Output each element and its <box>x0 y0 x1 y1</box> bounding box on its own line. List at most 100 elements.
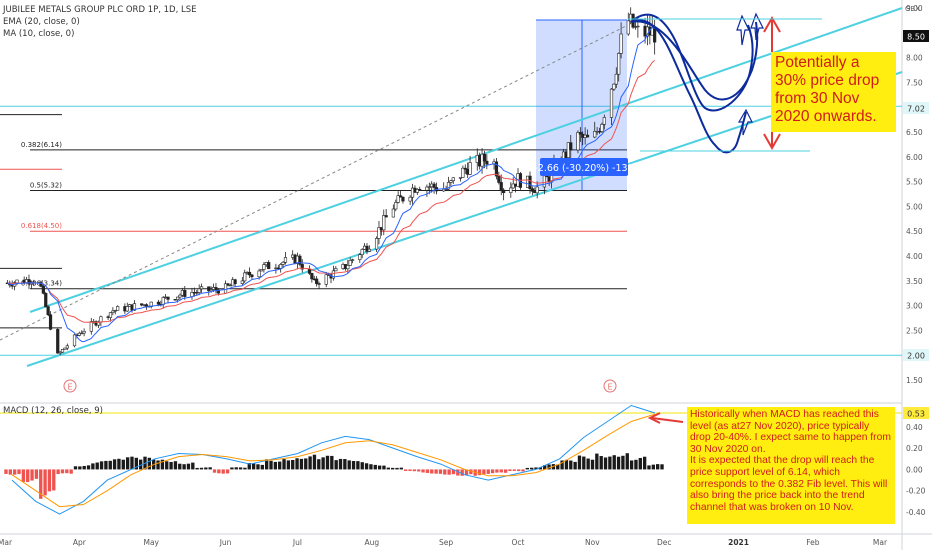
macd-hist-bar <box>60 469 65 474</box>
candle-up <box>614 73 618 85</box>
candle-up <box>449 180 453 183</box>
ma-line <box>7 26 655 343</box>
macd-hist-bar <box>273 461 278 470</box>
macd-analysis-note[interactable]: Historically when MACD has reached this … <box>687 407 895 524</box>
macd-hist-bar <box>499 469 503 473</box>
macd-hist-bar <box>147 457 152 470</box>
candle-down <box>482 153 487 162</box>
macd-hist-bar <box>621 455 625 470</box>
price-tick-label: 4.00 <box>906 252 923 261</box>
macd-hist-bar <box>108 460 112 470</box>
macd-hist-bar <box>582 456 586 470</box>
candle-up <box>125 306 129 312</box>
macd-hist-bar <box>347 460 351 470</box>
macd-hist-bar <box>195 467 199 470</box>
macd-hist-bar <box>534 467 538 470</box>
macd-hist-bar <box>656 464 660 470</box>
candle-up <box>396 195 400 203</box>
macd-hist-bar <box>278 461 282 470</box>
candle-up <box>176 296 180 300</box>
candle-up <box>331 270 336 279</box>
ema-legend[interactable]: EMA (20, close, 0) <box>3 17 80 27</box>
candle-down <box>310 273 314 280</box>
macd-hist-bar <box>356 461 360 470</box>
macd-hist-bar <box>82 465 86 470</box>
projection-path-a[interactable] <box>630 13 754 112</box>
macd-hist-bar <box>117 458 121 470</box>
macd-hist-bar <box>564 459 569 470</box>
symbol-title[interactable]: JUBILEE METALS GROUP PLC ORD 1P, 1D, LSE <box>2 5 197 15</box>
candle-down <box>214 287 218 291</box>
ma-legend[interactable]: MA (10, close, 0) <box>3 29 74 39</box>
macd-hist-bar <box>586 458 590 470</box>
macd-hist-bar <box>112 459 117 470</box>
earnings-marker[interactable] <box>63 379 77 393</box>
earnings-marker[interactable] <box>603 379 617 393</box>
candle-up <box>446 182 451 190</box>
macd-hist-bar <box>512 469 516 471</box>
macd-hist-bar <box>312 454 317 470</box>
price-drop-note[interactable]: Potentially a 30% price drop from 30 Nov… <box>771 52 896 132</box>
macd-hist-bar <box>573 461 577 470</box>
currency-label: GBX <box>905 5 920 13</box>
macd-axis[interactable]: 0.40 0.20 0.00 -0.20 -0.40 <box>906 423 926 517</box>
level-2-tag <box>903 349 929 361</box>
candle-down <box>27 279 31 285</box>
macd-hist-bar <box>642 456 647 470</box>
price-tick-label: 6.00 <box>906 153 923 162</box>
macd-hist-bar <box>291 460 295 470</box>
candle-up <box>161 297 165 305</box>
macd-hist-bar <box>451 469 456 475</box>
candle-up <box>458 177 463 179</box>
macd-hist-bar <box>264 459 269 470</box>
macd-hist-bar <box>490 469 495 474</box>
candle-up <box>58 351 62 354</box>
candle-up <box>111 310 115 313</box>
candle-up <box>425 186 429 191</box>
macd-hist-bar <box>503 469 508 473</box>
candle-down <box>398 195 403 198</box>
candle-up <box>281 261 285 265</box>
candle-up <box>259 269 264 272</box>
candle-up <box>415 189 419 193</box>
candle-down <box>48 314 53 330</box>
candle-down <box>418 189 422 191</box>
projection-path-b[interactable] <box>630 19 747 154</box>
candle-up <box>391 208 395 218</box>
price-axis[interactable]: 9.008.007.507.006.506.005.505.004.504.00… <box>906 4 923 385</box>
projection-path-c[interactable] <box>630 20 759 101</box>
candle-down <box>300 264 304 270</box>
channel-upper-line[interactable] <box>29 7 903 313</box>
candle-down <box>569 142 573 151</box>
candle-up <box>377 227 381 239</box>
candle-up <box>461 167 465 178</box>
candle-up <box>80 332 84 335</box>
time-tick-label: Feb <box>806 538 820 547</box>
candle-up <box>65 345 69 349</box>
trend-dashed-line <box>0 21 635 341</box>
macd-hist-bar <box>508 469 512 472</box>
channel-lower-line[interactable] <box>26 71 903 367</box>
candle-down <box>585 134 590 138</box>
macd-hist-bar <box>638 457 642 470</box>
macd-hist-bar <box>104 460 108 470</box>
macd-hist-bar <box>521 469 525 472</box>
candle-up <box>77 332 81 336</box>
macd-hist-bar <box>78 466 82 470</box>
macd-hist-bar <box>651 464 655 470</box>
macd-hist-bar <box>13 469 17 475</box>
macd-hist-bar <box>317 459 321 470</box>
candle-down <box>365 245 369 252</box>
macd-hist-bar <box>286 460 291 470</box>
macd-hist-bar <box>34 469 39 479</box>
time-tick-label: Oct <box>512 538 525 547</box>
macd-tick-label: 0.00 <box>906 465 923 474</box>
macd-tick-label: -0.20 <box>906 487 926 496</box>
time-axis[interactable]: Mar Apr May Jun Jul Aug Sep Oct Nov Dec 2021 Feb Mar <box>0 538 888 547</box>
macd-hist-bar <box>408 469 412 471</box>
macd-title[interactable]: MACD (12, 26, close, 9) <box>3 406 103 416</box>
macd-line <box>11 404 656 515</box>
candle-down <box>156 301 161 305</box>
macd-hist-bar <box>134 457 138 470</box>
